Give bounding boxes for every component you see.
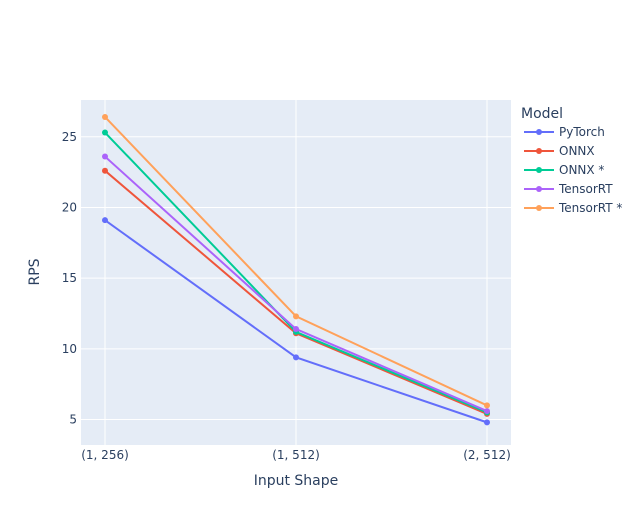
legend-items[interactable]: PyTorch ONNX ONNX * TensorRT TensorRT * xyxy=(524,125,622,215)
data-point-tensorrt-star xyxy=(484,402,490,409)
data-point-onnx-star xyxy=(102,129,108,136)
data-point-tensorrt xyxy=(102,153,108,160)
legend[interactable]: Model PyTorch ONNX ONNX * TensorRT TensorRT … xyxy=(521,106,622,215)
legend-label: PyTorch xyxy=(559,125,605,139)
data-point-tensorrt-star xyxy=(102,113,108,120)
y-axis-ticks: 5 10 15 20 25 xyxy=(62,130,77,427)
legend-item-tensorrt-star[interactable]: TensorRT * xyxy=(524,201,622,215)
data-point-pytorch xyxy=(293,354,299,361)
legend-label: TensorRT xyxy=(558,182,613,196)
x-axis-ticks: (1, 256) (1, 512) (2, 512) xyxy=(81,448,511,462)
x-tick-label: (1, 512) xyxy=(272,448,320,462)
x-tick-label: (1, 256) xyxy=(81,448,129,462)
legend-marker xyxy=(536,148,542,154)
data-point-pytorch xyxy=(484,419,490,426)
legend-item-onnx-star[interactable]: ONNX * xyxy=(524,163,604,177)
data-point-pytorch xyxy=(102,217,108,224)
legend-title: Model xyxy=(521,106,563,122)
legend-marker xyxy=(536,186,542,192)
data-point-onnx xyxy=(102,167,108,174)
legend-label: ONNX xyxy=(559,144,595,158)
legend-item-tensorrt[interactable]: TensorRT xyxy=(524,182,613,196)
x-axis-label: Input Shape xyxy=(254,473,339,489)
series-layer xyxy=(102,113,490,426)
y-tick-label: 15 xyxy=(62,271,77,285)
y-tick-label: 10 xyxy=(62,342,77,356)
legend-item-pytorch[interactable]: PyTorch xyxy=(524,125,605,139)
y-axis-label: RPS xyxy=(27,258,43,285)
legend-marker xyxy=(536,167,542,173)
y-tick-label: 20 xyxy=(62,200,77,214)
y-tick-label: 5 xyxy=(69,413,77,427)
legend-marker xyxy=(536,205,542,211)
data-point-tensorrt xyxy=(293,326,299,333)
legend-marker xyxy=(536,129,542,135)
legend-item-onnx[interactable]: ONNX xyxy=(524,144,595,158)
data-point-tensorrt-star xyxy=(293,313,299,320)
x-tick-label: (2, 512) xyxy=(463,448,511,462)
legend-label: ONNX * xyxy=(559,163,604,177)
data-point-tensorrt xyxy=(484,408,490,415)
legend-label: TensorRT * xyxy=(558,201,622,215)
y-tick-label: 25 xyxy=(62,130,77,144)
